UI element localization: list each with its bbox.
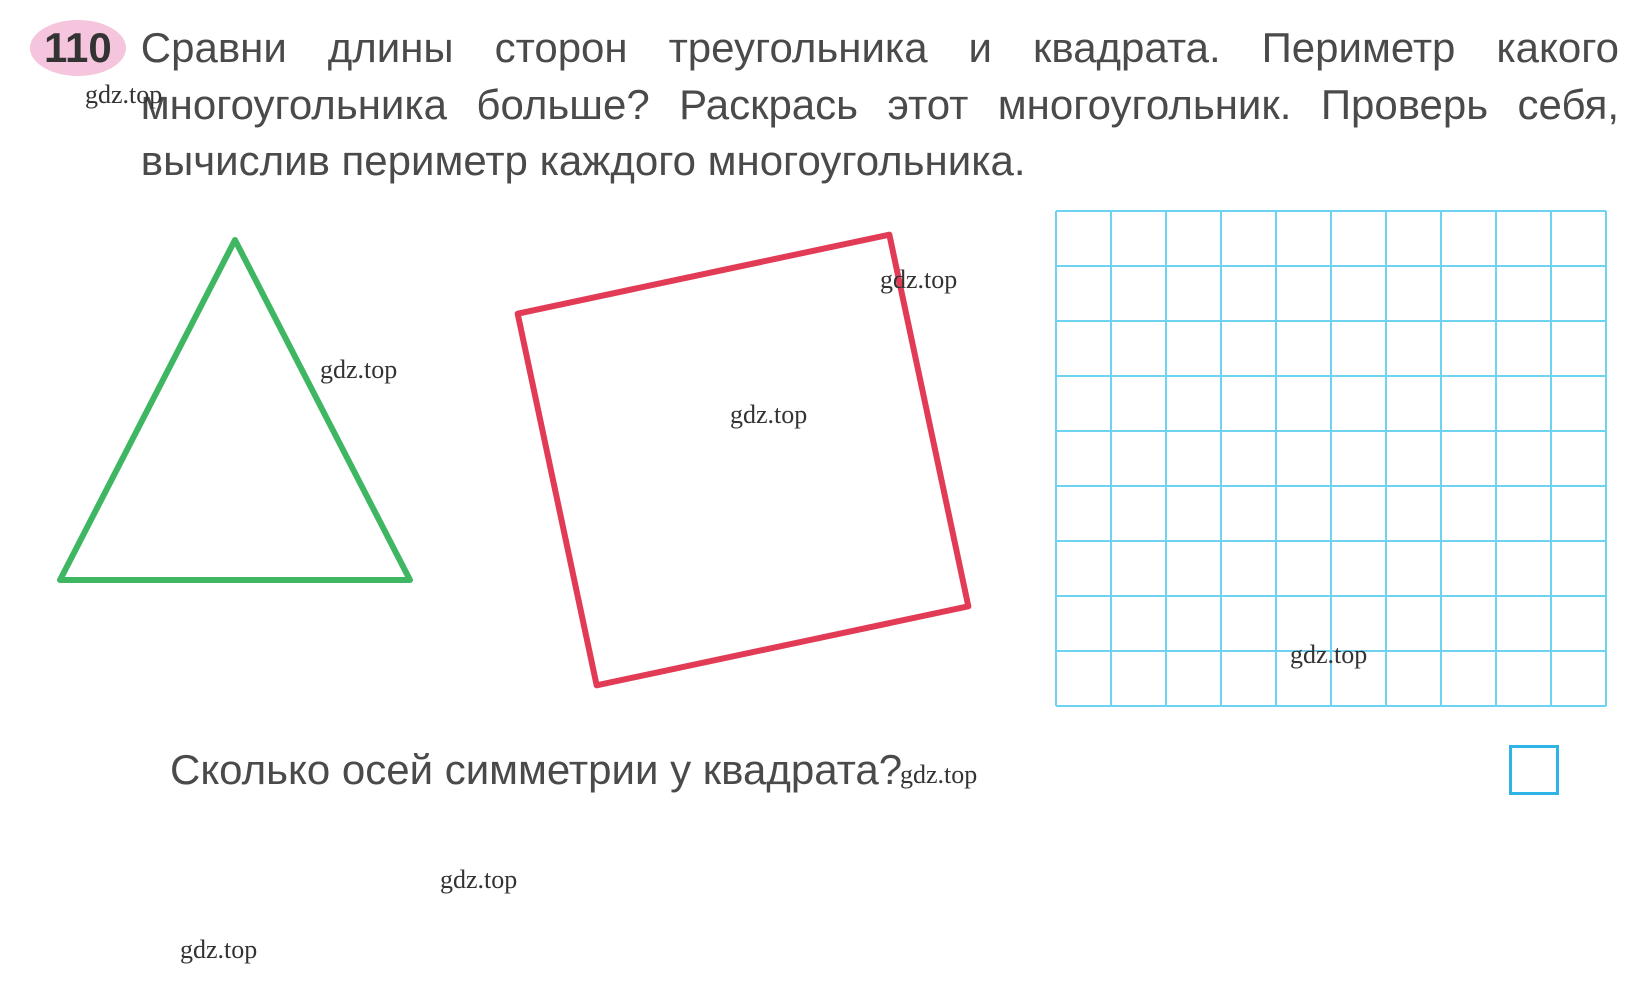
triangle-svg bbox=[40, 210, 430, 610]
answer-box[interactable] bbox=[1509, 745, 1559, 795]
watermark-text: gdz.top bbox=[180, 935, 257, 965]
task-container: 110 Сравни длины сторон треугольника и к… bbox=[30, 20, 1619, 190]
grid-svg bbox=[1055, 210, 1609, 709]
triangle-shape bbox=[40, 210, 430, 615]
shapes-row bbox=[30, 210, 1619, 715]
symmetry-question: Сколько осей симметрии у квадрата? bbox=[170, 746, 902, 794]
task-number-badge: 110 bbox=[30, 20, 126, 76]
square-shape bbox=[493, 210, 993, 715]
grid-area bbox=[1055, 210, 1609, 709]
bottom-row: Сколько осей симметрии у квадрата? bbox=[30, 745, 1619, 795]
task-text: Сравни длины сторон треугольника и квадр… bbox=[141, 20, 1619, 190]
task-number-text: 110 bbox=[44, 24, 112, 71]
square-svg bbox=[493, 210, 993, 710]
watermark-text: gdz.top bbox=[440, 865, 517, 895]
page: 110 Сравни длины сторон треугольника и к… bbox=[30, 20, 1619, 795]
